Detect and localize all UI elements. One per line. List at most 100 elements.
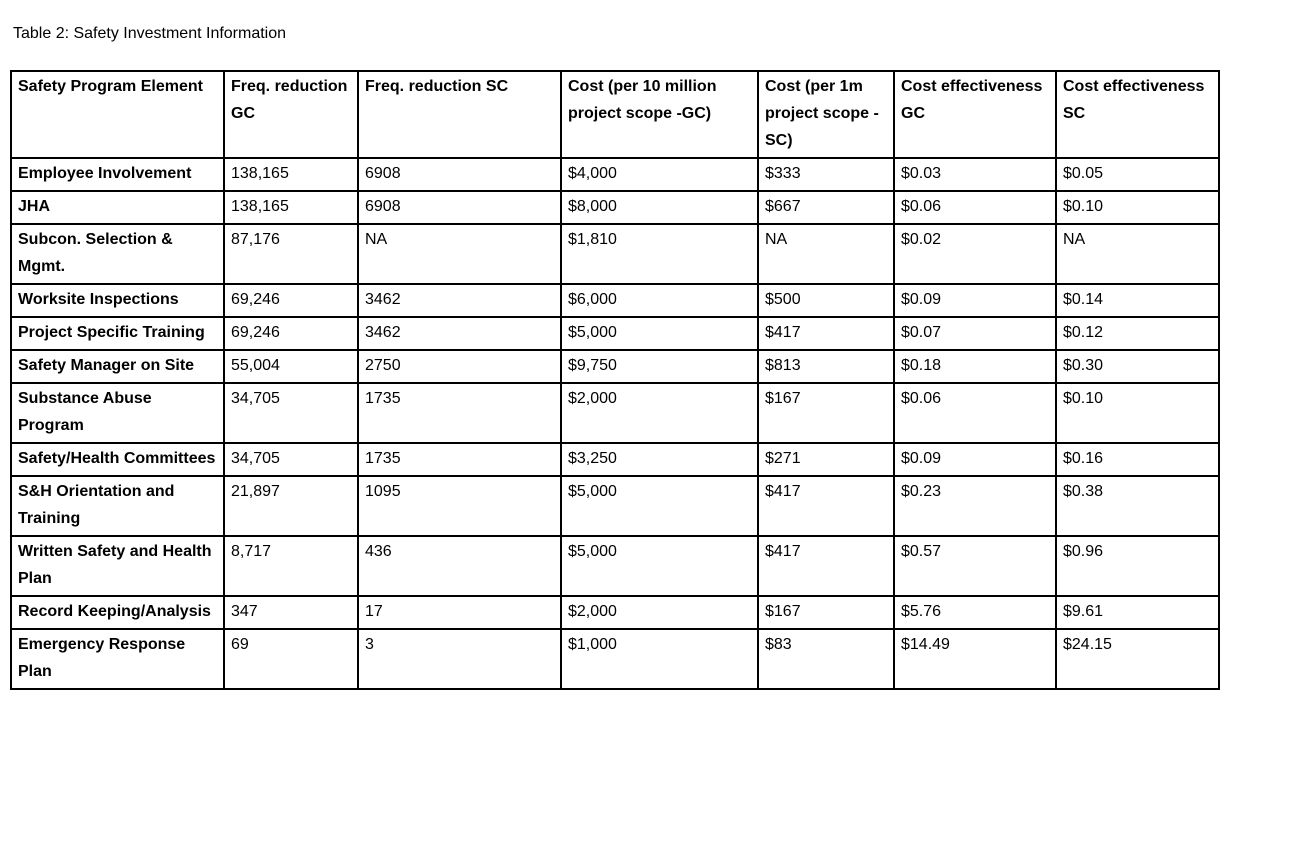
data-cell: $0.05 — [1055, 157, 1220, 192]
data-cell: 21,897 — [223, 475, 359, 537]
data-cell: NA — [357, 223, 562, 285]
data-cell: $0.03 — [893, 157, 1057, 192]
data-cell: $0.14 — [1055, 283, 1220, 318]
data-cell: $0.57 — [893, 535, 1057, 597]
table-row: Record Keeping/Analysis 347 17 $2,000 $1… — [10, 595, 1220, 630]
data-cell: $4,000 — [560, 157, 759, 192]
header-cell-freq-sc: Freq. reduction SC — [357, 70, 562, 159]
data-cell: 138,165 — [223, 157, 359, 192]
data-cell: $417 — [757, 535, 895, 597]
data-cell: $0.18 — [893, 349, 1057, 384]
table-row: S&H Orientation and Training 21,897 1095… — [10, 475, 1220, 537]
row-label-cell: Safety Manager on Site — [10, 349, 225, 384]
data-cell: 1095 — [357, 475, 562, 537]
safety-investment-table: Safety Program Element Freq. reduction G… — [10, 70, 1220, 690]
data-cell: $167 — [757, 595, 895, 630]
data-cell: 1735 — [357, 442, 562, 477]
table-row: Emergency Response Plan 69 3 $1,000 $83 … — [10, 628, 1220, 690]
data-cell: $0.16 — [1055, 442, 1220, 477]
data-cell: $333 — [757, 157, 895, 192]
data-cell: $500 — [757, 283, 895, 318]
row-label-cell: Substance Abuse Program — [10, 382, 225, 444]
data-cell: $0.96 — [1055, 535, 1220, 597]
header-cell-freq-gc: Freq. reduction GC — [223, 70, 359, 159]
table-row: Safety Manager on Site 55,004 2750 $9,75… — [10, 349, 1220, 384]
data-cell: $813 — [757, 349, 895, 384]
table-row: Safety/Health Committees 34,705 1735 $3,… — [10, 442, 1220, 477]
row-label-cell: Project Specific Training — [10, 316, 225, 351]
row-label-cell: S&H Orientation and Training — [10, 475, 225, 537]
data-cell: $5,000 — [560, 475, 759, 537]
data-cell: $1,810 — [560, 223, 759, 285]
table-row: JHA 138,165 6908 $8,000 $667 $0.06 $0.10 — [10, 190, 1220, 225]
data-cell: $9,750 — [560, 349, 759, 384]
data-cell: $3,250 — [560, 442, 759, 477]
data-cell: 34,705 — [223, 442, 359, 477]
table-row: Subcon. Selection & Mgmt. 87,176 NA $1,8… — [10, 223, 1220, 285]
data-cell: 138,165 — [223, 190, 359, 225]
header-cell-ce-gc: Cost effectiveness GC — [893, 70, 1057, 159]
row-label-cell: Worksite Inspections — [10, 283, 225, 318]
data-cell: $8,000 — [560, 190, 759, 225]
data-cell: 2750 — [357, 349, 562, 384]
data-cell: $0.10 — [1055, 382, 1220, 444]
data-cell: 6908 — [357, 190, 562, 225]
data-cell: $271 — [757, 442, 895, 477]
row-label-cell: Employee Involvement — [10, 157, 225, 192]
data-cell: $0.30 — [1055, 349, 1220, 384]
data-cell: $2,000 — [560, 382, 759, 444]
header-cell-cost-gc: Cost (per 10 million project scope -GC) — [560, 70, 759, 159]
data-cell: $5,000 — [560, 535, 759, 597]
data-cell: 6908 — [357, 157, 562, 192]
data-cell: $0.07 — [893, 316, 1057, 351]
data-cell: $6,000 — [560, 283, 759, 318]
data-cell: 3 — [357, 628, 562, 690]
data-cell: 347 — [223, 595, 359, 630]
data-cell: $417 — [757, 475, 895, 537]
table-row: Written Safety and Health Plan 8,717 436… — [10, 535, 1220, 597]
data-cell: 87,176 — [223, 223, 359, 285]
data-cell: $0.10 — [1055, 190, 1220, 225]
data-cell: 3462 — [357, 283, 562, 318]
table-row: Project Specific Training 69,246 3462 $5… — [10, 316, 1220, 351]
data-cell: $2,000 — [560, 595, 759, 630]
data-cell: 55,004 — [223, 349, 359, 384]
data-cell: $417 — [757, 316, 895, 351]
data-cell: $5.76 — [893, 595, 1057, 630]
data-cell: $0.23 — [893, 475, 1057, 537]
data-cell: $1,000 — [560, 628, 759, 690]
data-cell: 69 — [223, 628, 359, 690]
data-cell: NA — [757, 223, 895, 285]
data-cell: $167 — [757, 382, 895, 444]
header-cell-cost-sc: Cost (per 1m project scope - SC) — [757, 70, 895, 159]
row-label-cell: Subcon. Selection & Mgmt. — [10, 223, 225, 285]
data-cell: $0.06 — [893, 382, 1057, 444]
data-cell: $5,000 — [560, 316, 759, 351]
data-cell: $667 — [757, 190, 895, 225]
data-cell: 3462 — [357, 316, 562, 351]
data-cell: $14.49 — [893, 628, 1057, 690]
data-cell: 17 — [357, 595, 562, 630]
row-label-cell: Emergency Response Plan — [10, 628, 225, 690]
data-cell: NA — [1055, 223, 1220, 285]
data-cell: 1735 — [357, 382, 562, 444]
data-cell: 34,705 — [223, 382, 359, 444]
data-cell: $0.38 — [1055, 475, 1220, 537]
table-caption: Table 2: Safety Investment Information — [13, 25, 287, 42]
header-cell-ce-sc: Cost effectiveness SC — [1055, 70, 1220, 159]
table-row: Employee Involvement 138,165 6908 $4,000… — [10, 157, 1220, 192]
data-cell: $24.15 — [1055, 628, 1220, 690]
header-cell-element: Safety Program Element — [10, 70, 225, 159]
data-cell: $0.06 — [893, 190, 1057, 225]
data-cell: $0.02 — [893, 223, 1057, 285]
data-cell: $83 — [757, 628, 895, 690]
data-cell: $0.12 — [1055, 316, 1220, 351]
data-cell: 8,717 — [223, 535, 359, 597]
row-label-cell: Safety/Health Committees — [10, 442, 225, 477]
table-row: Worksite Inspections 69,246 3462 $6,000 … — [10, 283, 1220, 318]
data-cell: $9.61 — [1055, 595, 1220, 630]
data-cell: 69,246 — [223, 283, 359, 318]
row-label-cell: Written Safety and Health Plan — [10, 535, 225, 597]
data-cell: $0.09 — [893, 283, 1057, 318]
